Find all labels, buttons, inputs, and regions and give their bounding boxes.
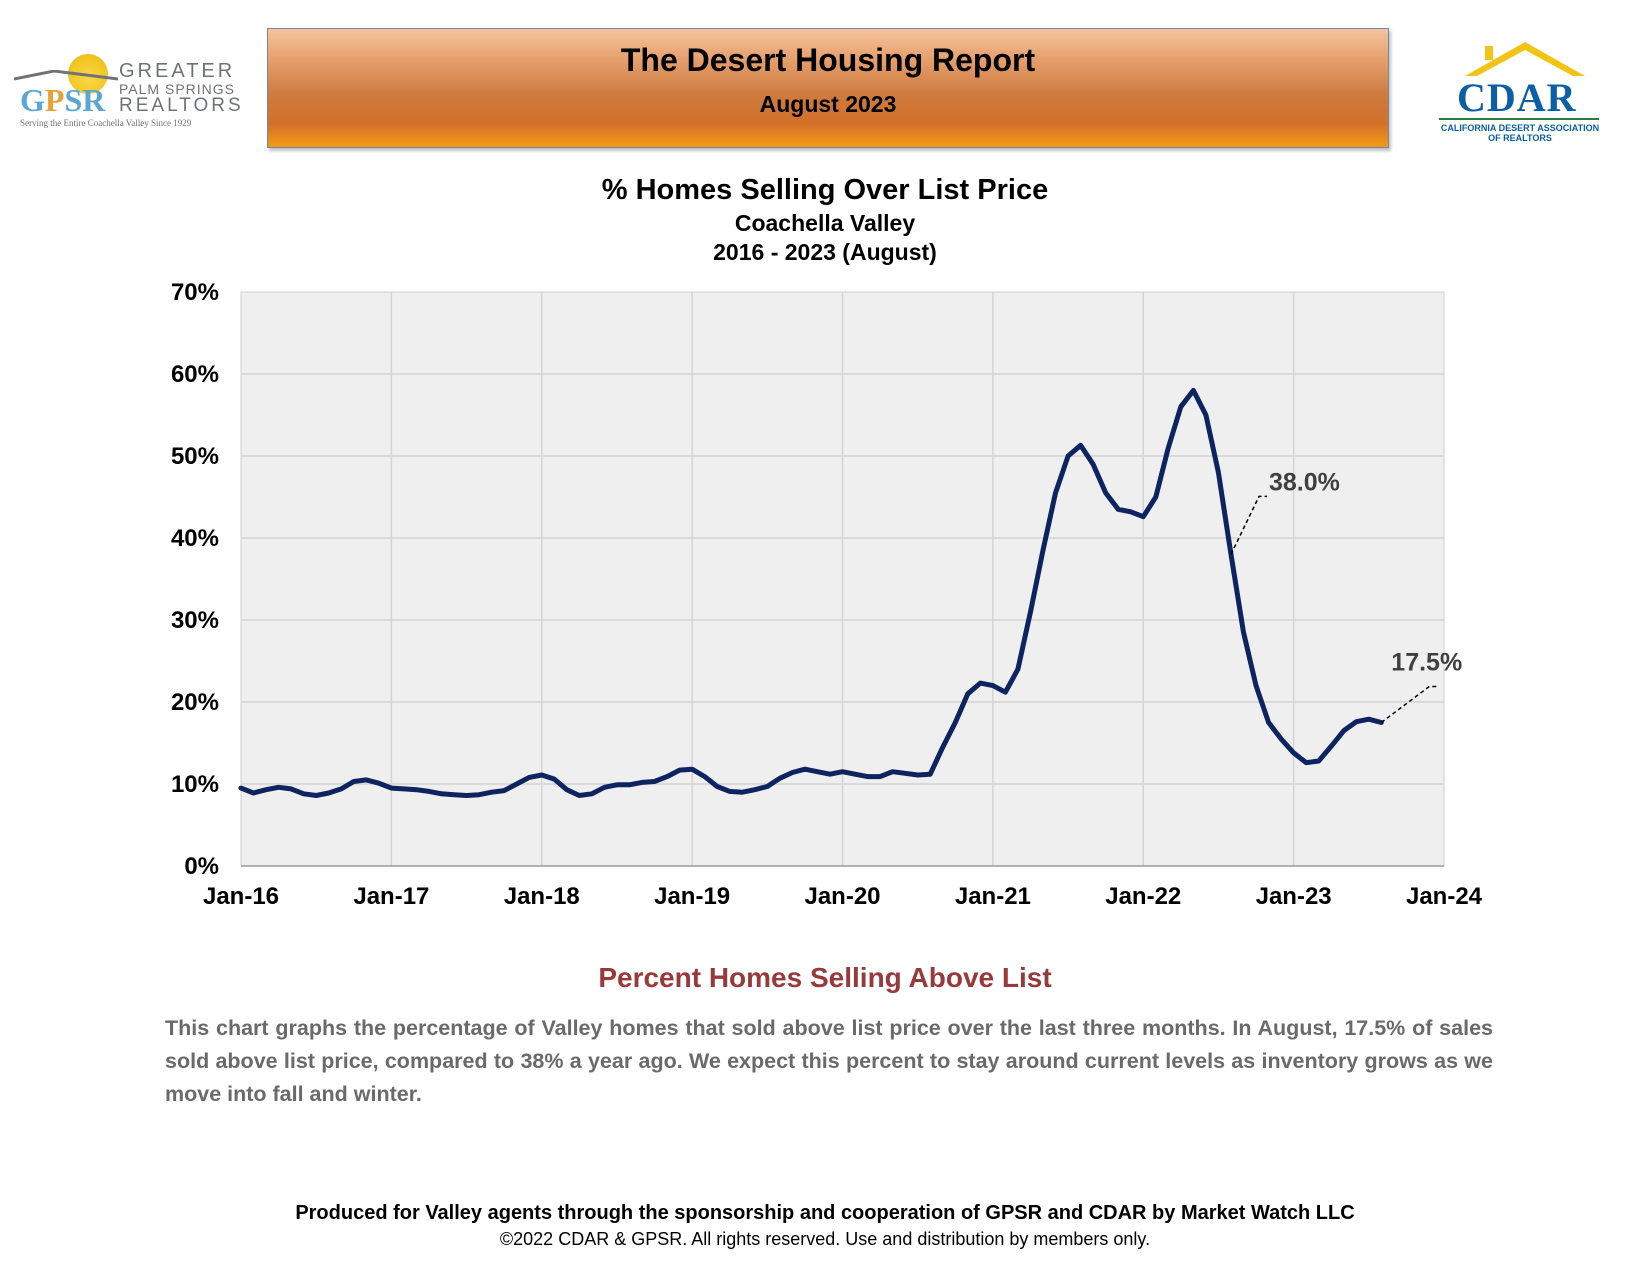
gpsr-wordmark: GREATER PALM SPRINGS REALTORS [119, 61, 244, 115]
gpsr-initial-r: R [82, 82, 106, 118]
x-tick-label: Jan-24 [1406, 883, 1483, 910]
annotation-layer: 38.0% 17.5% [1230, 468, 1462, 724]
x-tick-label: Jan-18 [504, 883, 580, 910]
y-tick-label: 30% [171, 607, 219, 634]
gpsr-line1: GREATER [119, 60, 236, 82]
house-roof-icon [1465, 42, 1585, 76]
y-tick-label: 70% [171, 279, 219, 306]
gpsr-initial-p: P [44, 82, 65, 118]
x-tick-label: Jan-22 [1105, 883, 1181, 910]
y-tick-label: 10% [171, 771, 219, 798]
roofline-icon [14, 70, 118, 81]
x-axis: Jan-16 Jan-17 Jan-18 Jan-19 Jan-20 Jan-21 Jan-… [203, 865, 1483, 910]
cdar-tagline-2: OF REALTORS [1488, 133, 1552, 143]
x-tick-label: Jan-16 [203, 883, 279, 910]
x-tick-label: Jan-17 [353, 883, 429, 910]
section-body: This chart graphs the percentage of Vall… [165, 1016, 1493, 1106]
gpsr-tagline: Serving the Entire Coachella Valley Sinc… [20, 118, 192, 128]
chart-subtitle-region: Coachella Valley [734, 210, 916, 236]
chart-subtitle-range: 2016 - 2023 (August) [713, 239, 937, 265]
x-tick-label: Jan-21 [955, 883, 1031, 910]
footer-credit: Produced for Valley agents through the s… [295, 1202, 1355, 1224]
gpsr-logo: GPSR GREATER PALM SPRINGS REALTORS Servi… [14, 52, 244, 132]
report-subtitle: August 2023 [759, 91, 897, 117]
section-heading: Percent Homes Selling Above List [598, 962, 1052, 993]
series-line [238, 387, 1384, 798]
gpsr-initials: GPSR [20, 82, 105, 119]
x-tick-label: Jan-23 [1256, 883, 1332, 910]
y-tick-label: 40% [171, 525, 219, 552]
series-layer [238, 387, 1384, 798]
cdar-logo: CDAR CALIFORNIA DESERT ASSOCIATION OF RE… [1425, 40, 1615, 145]
y-axis: 0% 10% 20% 30% 40% 50% 60% 70% [171, 279, 219, 880]
gpsr-initial-s: S [64, 82, 83, 118]
line-chart: 0%10%20%30%40%50%60%70% Jan-16 Jan-17 Jan-… [171, 279, 1483, 910]
report-banner: The Desert Housing Report August 2023 [267, 28, 1389, 148]
y-tick-label: 50% [171, 443, 219, 470]
gpsr-initial-g: G [20, 82, 45, 118]
annotation-label: 17.5% [1391, 649, 1462, 677]
annotation-label: 38.0% [1269, 468, 1340, 496]
y-tick-label: 60% [171, 361, 219, 388]
y-tick-label: 0% [184, 853, 219, 880]
x-tick-label: Jan-20 [804, 883, 880, 910]
cdar-wordmark: CDAR [1457, 75, 1577, 120]
annotation-leader [1230, 495, 1267, 555]
cdar-divider [1439, 118, 1599, 120]
cdar-tagline-1: CALIFORNIA DESERT ASSOCIATION [1440, 123, 1600, 133]
footer-copyright: ©2022 CDAR & GPSR. All rights reserved. … [499, 1229, 1151, 1249]
report-title: The Desert Housing Report [620, 42, 1036, 78]
gpsr-line2: PALM SPRINGS [119, 81, 235, 97]
chart-title: % Homes Selling Over List Price [601, 174, 1049, 206]
gpsr-line3: REALTORS [119, 95, 244, 116]
y-tick-label: 20% [171, 689, 219, 716]
x-tick-label: Jan-19 [654, 883, 730, 910]
annotation-leader [1380, 685, 1438, 724]
